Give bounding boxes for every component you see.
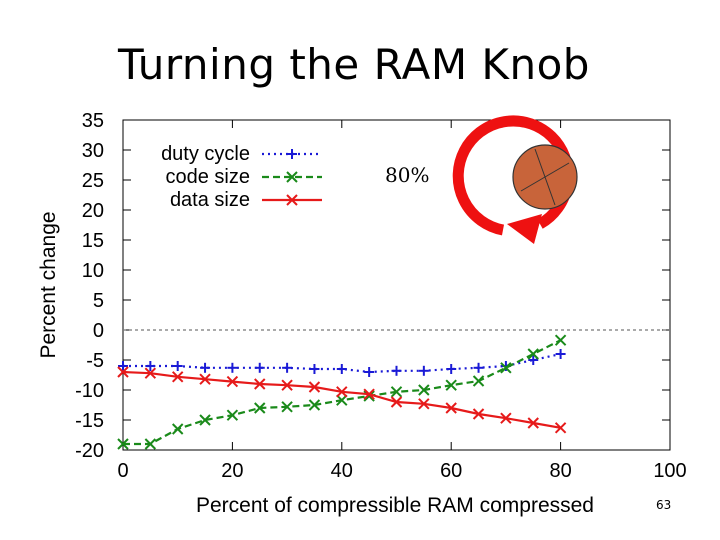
data-point-code-size — [199, 414, 211, 426]
data-point-code-size — [308, 399, 321, 411]
y-tick-label: 0 — [93, 320, 104, 342]
series-duty-cycle — [118, 349, 566, 377]
data-point-data-size — [472, 408, 485, 420]
data-point-data-size — [171, 371, 184, 383]
data-point-code-size — [144, 438, 157, 450]
legend-label-code-size: code size — [166, 166, 251, 188]
data-point-code-size — [254, 402, 266, 414]
series-layer — [117, 334, 567, 450]
y-tick-label: 25 — [82, 170, 104, 192]
data-point-code-size — [390, 386, 403, 398]
data-point-code-size — [418, 384, 430, 396]
x-tick-label: 80 — [549, 460, 571, 482]
y-tick-label: 15 — [82, 230, 104, 252]
data-point-data-size — [527, 417, 539, 429]
page-number: 63 — [656, 498, 672, 512]
series-line-duty-cycle — [123, 352, 561, 374]
y-tick-label: -15 — [75, 410, 104, 432]
series-code-size — [117, 334, 567, 450]
knob-marker-line — [534, 148, 556, 206]
chart-frame-layer — [122, 119, 671, 451]
ram-knob-annotation: 80% — [385, 115, 578, 244]
data-point-code-size — [527, 348, 539, 360]
data-point-data-size — [254, 378, 266, 390]
data-point-data-size — [390, 396, 403, 408]
x-tick-label: 100 — [653, 460, 686, 482]
arrowhead-icon — [507, 214, 542, 244]
y-tick-label: -5 — [86, 350, 104, 372]
x-tick-label: 0 — [117, 460, 128, 482]
y-tick-label: 5 — [93, 290, 104, 312]
data-point-data-size — [308, 381, 321, 393]
y-tick-label: -20 — [75, 440, 104, 462]
legend-samples — [262, 149, 322, 206]
data-point-code-size — [281, 401, 293, 413]
legend-marker-data-size — [286, 194, 298, 206]
legend-label-duty-cycle: duty cycle — [161, 143, 250, 165]
data-point-data-size — [226, 375, 239, 388]
legend-label-data-size: data size — [170, 189, 250, 211]
x-axis-title: Percent of compressible RAM compressed — [196, 494, 594, 517]
data-point-code-size — [226, 409, 239, 421]
data-point-data-size — [363, 388, 375, 400]
x-tick-label: 40 — [331, 460, 353, 482]
data-point-code-size — [472, 375, 485, 387]
series-data-size — [117, 366, 567, 434]
data-point-code-size — [336, 394, 348, 406]
legend-marker-code-size — [286, 171, 298, 183]
data-point-data-size — [117, 366, 129, 378]
x-tick-label: 20 — [221, 460, 243, 482]
data-point-code-size — [117, 438, 129, 450]
data-point-data-size — [418, 398, 430, 410]
data-point-data-size — [500, 412, 512, 424]
data-point-data-size — [144, 367, 157, 379]
slide-title: Turning the RAM Knob — [118, 40, 590, 89]
data-point-data-size — [445, 402, 457, 414]
tick-label-layer: 35 30 25 20 15 10 5 0 -5 -10 -15 -20 0 20 40 60 80 100 — [75, 110, 687, 482]
percent-annotation: 80% — [385, 163, 429, 187]
y-tick-label: 10 — [82, 260, 104, 282]
data-point-data-size — [554, 422, 567, 434]
y-tick-label: 35 — [82, 110, 104, 132]
data-point-code-size — [363, 390, 375, 402]
data-point-data-size — [281, 379, 293, 391]
y-tick-label: -10 — [75, 380, 104, 402]
data-point-code-size — [554, 334, 567, 346]
x-tick-label: 60 — [440, 460, 462, 482]
y-tick-label: 20 — [82, 200, 104, 222]
data-point-code-size — [500, 362, 512, 374]
data-point-code-size — [445, 379, 457, 391]
data-point-code-size — [171, 423, 184, 435]
y-axis-title: Percent change — [37, 211, 60, 358]
legend: duty cycle code size data size — [161, 143, 322, 211]
data-point-data-size — [336, 386, 348, 398]
plot-frame — [122, 119, 671, 451]
data-point-data-size — [199, 373, 211, 385]
y-tick-label: 30 — [82, 140, 104, 162]
